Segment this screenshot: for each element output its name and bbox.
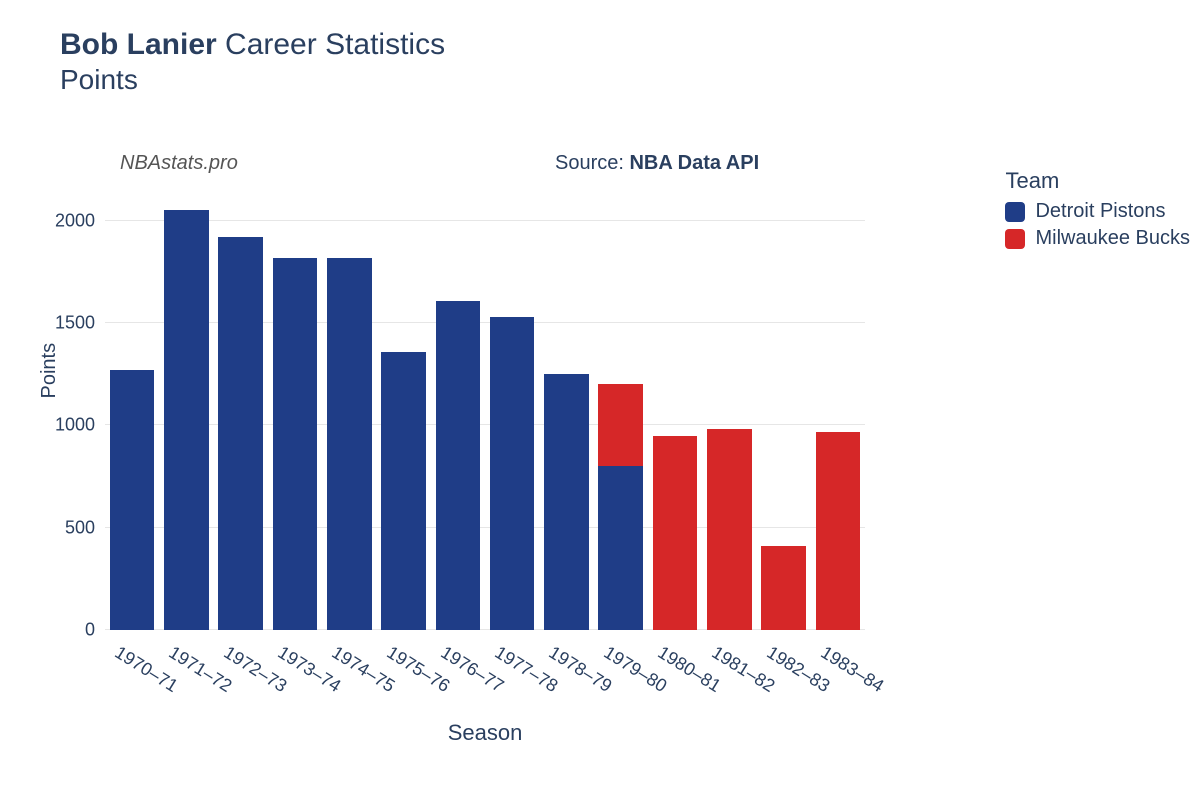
bar-segment[interactable] <box>490 317 535 630</box>
source-attribution: Source: NBA Data API <box>555 152 759 175</box>
legend-item[interactable]: Detroit Pistons <box>1005 200 1190 223</box>
y-tick-label: 1500 <box>55 313 95 334</box>
y-axis-title: Points <box>38 343 61 399</box>
bar-segment[interactable] <box>164 210 209 630</box>
bar-segment[interactable] <box>598 466 643 630</box>
bar-slot <box>816 190 861 630</box>
bar-slot <box>164 190 209 630</box>
chart-title-block: Bob Lanier Career Statistics Points <box>60 28 445 96</box>
legend-label: Detroit Pistons <box>1035 200 1165 223</box>
bar-segment[interactable] <box>436 301 481 630</box>
bar-slot <box>436 190 481 630</box>
bars-layer <box>105 190 865 630</box>
bar-slot <box>273 190 318 630</box>
bar-segment[interactable] <box>218 237 263 630</box>
bar-segment[interactable] <box>544 374 589 630</box>
bar-slot <box>707 190 752 630</box>
legend-swatch <box>1005 202 1025 222</box>
legend-label: Milwaukee Bucks <box>1035 227 1190 250</box>
site-watermark: NBAstats.pro <box>120 152 238 175</box>
bar-slot <box>598 190 643 630</box>
bar-slot <box>761 190 806 630</box>
chart-subtitle: Points <box>60 64 445 96</box>
title-suffix: Career Statistics <box>225 28 445 61</box>
bar-segment[interactable] <box>598 384 643 466</box>
bar-segment[interactable] <box>707 429 752 630</box>
legend-swatch <box>1005 229 1025 249</box>
legend-item[interactable]: Milwaukee Bucks <box>1005 227 1190 250</box>
bar-segment[interactable] <box>327 258 372 630</box>
bar-slot <box>653 190 698 630</box>
bar-slot <box>544 190 589 630</box>
bar-slot <box>218 190 263 630</box>
bar-slot <box>381 190 426 630</box>
chart-title: Bob Lanier Career Statistics <box>60 28 445 62</box>
bar-segment[interactable] <box>816 432 861 631</box>
chart-container: Bob Lanier Career Statistics Points NBAs… <box>0 0 1200 800</box>
y-tick-label: 500 <box>65 517 95 538</box>
y-tick-label: 2000 <box>55 210 95 231</box>
y-tick-label: 0 <box>85 620 95 641</box>
legend-title: Team <box>1005 168 1190 194</box>
y-tick-label: 1000 <box>55 415 95 436</box>
bar-slot <box>327 190 372 630</box>
legend: Team Detroit Pistons Milwaukee Bucks <box>1005 168 1190 250</box>
bar-segment[interactable] <box>381 352 426 630</box>
bar-slot <box>110 190 155 630</box>
bar-segment[interactable] <box>273 258 318 630</box>
bar-slot <box>490 190 535 630</box>
x-axis-title: Season <box>105 720 865 746</box>
source-label: Source: <box>555 152 629 174</box>
plot-area: 05001000150020001970–711971–721972–73197… <box>105 190 865 630</box>
title-player: Bob Lanier <box>60 28 217 61</box>
source-name: NBA Data API <box>629 152 759 174</box>
bar-segment[interactable] <box>761 546 806 630</box>
bar-segment[interactable] <box>653 436 698 630</box>
bar-segment[interactable] <box>110 370 155 630</box>
